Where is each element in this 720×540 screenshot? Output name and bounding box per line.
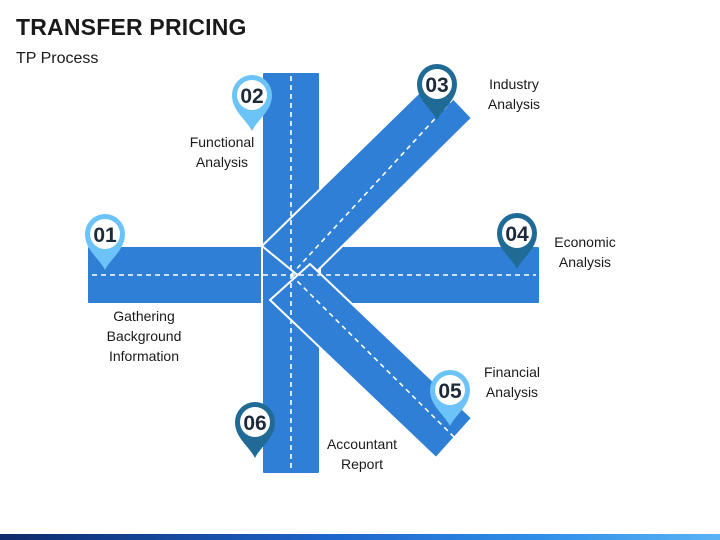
step-pin-05: 05 xyxy=(430,370,470,426)
step-number: 06 xyxy=(243,412,266,435)
step-number: 01 xyxy=(93,224,117,247)
pin-ring xyxy=(237,80,267,110)
step-number: 05 xyxy=(438,380,462,403)
pin-ring xyxy=(502,218,532,248)
step-pin-01: 01 xyxy=(85,214,125,270)
step-pin-04: 04 xyxy=(497,213,537,269)
page-title: TRANSFER PRICING xyxy=(16,14,247,40)
step-label-01: Gathering Background Information xyxy=(106,308,182,364)
step-label-06: Accountant Report xyxy=(326,436,398,472)
step-pin-03: 03 xyxy=(417,64,457,120)
step-pin-06: 06 xyxy=(235,402,275,458)
pin-ring xyxy=(422,69,452,99)
page-subtitle: TP Process xyxy=(16,50,99,67)
road-diagonal-down xyxy=(269,263,473,459)
bottom-accent-bar xyxy=(0,534,720,540)
lane-diagonal-down xyxy=(290,274,455,438)
step-number: 03 xyxy=(425,74,448,97)
step-number: 04 xyxy=(505,223,529,246)
step-label-05: Financial Analysis xyxy=(483,364,541,400)
step-number: 02 xyxy=(240,85,263,108)
lane-diagonal-up xyxy=(290,97,455,276)
step-label-04: Economic Analysis xyxy=(554,234,616,270)
pin-ring xyxy=(240,407,270,437)
step-label-02: Functional Analysis xyxy=(189,134,255,170)
step-label-03: Industry Analysis xyxy=(487,76,541,112)
pin-ring xyxy=(90,219,120,249)
step-pin-02: 02 xyxy=(232,75,272,131)
pin-ring xyxy=(435,375,465,405)
roads xyxy=(86,71,541,475)
